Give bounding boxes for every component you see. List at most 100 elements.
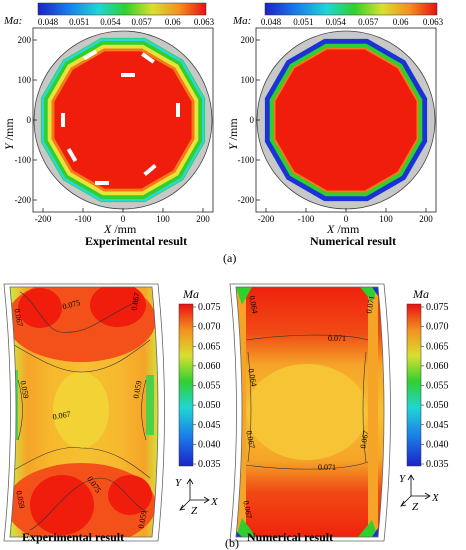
colorbar-tick-label: 0.063	[423, 17, 444, 27]
contour-label: 0.067	[244, 430, 256, 449]
caption-numerical-a: Numerical result	[310, 234, 396, 248]
x-tick-label: -100	[75, 214, 92, 224]
colorbar-tick-label: 0.051	[293, 17, 313, 27]
colorbar-tick-label: 0.070	[426, 322, 449, 333]
colorbar-ticks: 0.075 0.070 0.065 0.060 0.055 0.050 0.045 0.040…	[421, 302, 449, 470]
colorbar-tick-label: 0.065	[198, 341, 221, 352]
contour-label-mark	[95, 181, 109, 185]
colorbar-tick-label: 0.048	[38, 17, 59, 27]
colorbar-b-right: Ma 0.0750.0700.0650.0600.0550.0500.0450.…	[406, 287, 449, 470]
colorbar-tick-label: 0.075	[198, 302, 221, 313]
contour-label: 0.067	[12, 308, 24, 327]
y-tick-label: 100	[18, 75, 32, 85]
colorbar-tick-label: 0.035	[426, 459, 449, 470]
x-tick-label: -100	[298, 214, 315, 224]
triad-y-label: Y	[175, 477, 183, 489]
cyan-band	[41, 38, 205, 202]
panel-b: 0.075 0.067 0.067 0.075 0.059 0.059 0.059 0.067…	[3, 283, 449, 550]
contour-label: 0.059	[14, 490, 26, 509]
contour-labels: 0.071 0.064 0.071 0.064 0.067 0.067 0.071 0.067	[241, 295, 376, 519]
colorbar-a-left: Ma: 0.048 0.051 0.054 0.057 0.06 0.063	[3, 2, 215, 27]
axis-ticks: -200 -100 0 100 200 200 100 0 -100 -200	[15, 35, 211, 224]
colorbar-tick-label: 0.054	[100, 17, 121, 27]
colorbar-tick-label: 0.051	[69, 17, 89, 27]
contour-label: 0.064	[246, 368, 258, 387]
red-core	[275, 49, 417, 191]
contour-label-mark	[82, 49, 98, 61]
colorbar-gradient	[178, 303, 194, 467]
colorbar-tick-label: 0.075	[426, 302, 449, 313]
colorbar-tick-label: 0.057	[358, 17, 379, 27]
colorbar-tick-label: 0.06	[393, 17, 409, 27]
x-tick-label: 0	[121, 214, 126, 224]
x-tick-label: -200	[258, 214, 275, 224]
axis-triad-left	[179, 478, 210, 511]
colorbar-ticks: 0.048 0.051 0.054 0.057 0.06 0.063	[38, 17, 215, 27]
colorbar-tick-label: 0.057	[131, 17, 152, 27]
triad-z-label: Z	[412, 501, 419, 513]
y-tick-label: -200	[15, 195, 32, 205]
contour-label-marks	[61, 49, 180, 185]
colorbar-tick-label: 0.060	[426, 361, 449, 372]
y-tick-label: -100	[238, 155, 255, 165]
y-tick-label: -200	[238, 195, 255, 205]
triad-y-label: Y	[399, 473, 407, 485]
panel-label-b: (b)	[225, 536, 239, 550]
x-axis-label: X/mm	[103, 222, 137, 236]
colorbar-b-left: Ma 0.0750.0700.0650.0600.0550.0500.0450.…	[178, 287, 221, 470]
triad-z-label: Z	[191, 505, 198, 517]
x-tick-label: -200	[35, 214, 52, 224]
colorbar-a-right: Ma: 0.048 0.051 0.054 0.057 0.06 0.063	[232, 2, 444, 27]
colorbar-gradient	[264, 2, 438, 16]
red-core	[54, 51, 192, 189]
colorbar-tick-label: 0.050	[198, 400, 221, 411]
map-outer-frame	[229, 283, 391, 542]
colorbar-tick-label: 0.06	[165, 17, 181, 27]
contour-label: 0.067	[52, 410, 71, 422]
colorbar-tick-label: 0.055	[198, 381, 221, 392]
panel-label-a: (a)	[223, 251, 236, 265]
colorbar-tick-label: 0.045	[198, 420, 221, 431]
colorbar-tick-label: 0.065	[426, 341, 449, 352]
contour-label: 0.067	[130, 292, 142, 311]
map-outline	[235, 286, 385, 538]
contour-label-mark	[141, 52, 155, 64]
contour-label: 0.064	[247, 295, 259, 314]
contour-label: 0.059	[137, 510, 149, 529]
contour-label-mark	[143, 163, 157, 177]
x-tick-label: 100	[156, 214, 170, 224]
x-tick-label: 200	[196, 214, 210, 224]
colorbar-gradient	[406, 303, 422, 467]
colorbar-var-label: Ma	[182, 287, 199, 301]
x-axis-label: X/mm	[326, 222, 360, 236]
axis-triad-right	[400, 474, 431, 507]
x-tick-label: 100	[379, 214, 393, 224]
plot-a-experimental: -200 -100 0 100 200 200 100 0 -100 -200	[15, 27, 214, 224]
colorbar-tick-label: 0.055	[426, 381, 449, 392]
colorbar-tick-label: 0.040	[426, 439, 449, 450]
colorbar-tick-label: 0.070	[198, 322, 221, 333]
colorbar-tick-label: 0.035	[198, 459, 221, 470]
contour-label-mark	[176, 103, 180, 117]
triad-x-label: X	[431, 492, 440, 504]
y-tick-label: 0	[250, 115, 255, 125]
colorbar-tick-label: 0.063	[194, 17, 215, 27]
map-outer-frame	[3, 283, 165, 542]
axis-ticks: -200 -100 0 100 200 200 100 0 -100 -200	[238, 35, 434, 224]
colorbar-gradient	[37, 2, 207, 16]
colorbar-var-label: Ma:	[232, 15, 251, 27]
caption-experimental-a: Experimental result	[85, 234, 187, 248]
y-tick-label: -100	[15, 155, 32, 165]
y-axis-label: Y/mm	[2, 118, 16, 150]
contour-label: 0.071	[318, 463, 336, 472]
y-tick-label: 200	[241, 35, 255, 45]
contour-label-mark	[121, 73, 135, 77]
colorbar-var-label: Ma	[412, 287, 429, 301]
x-tick-label: 200	[419, 214, 433, 224]
map-b-numerical: 0.071 0.064 0.071 0.064 0.067 0.067 0.071 0.067	[229, 283, 391, 542]
contour-label: 0.071	[328, 334, 346, 343]
contour-label: 0.071	[365, 295, 377, 314]
